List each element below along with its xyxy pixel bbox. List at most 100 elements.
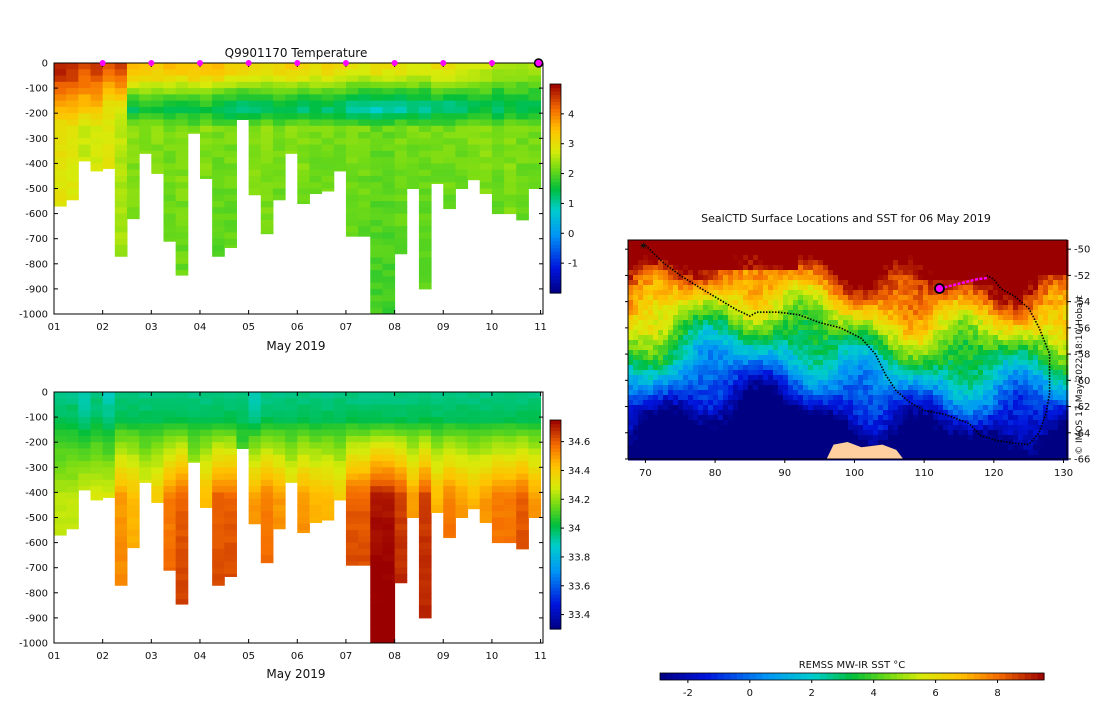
section-cell xyxy=(395,423,408,430)
sst-cell xyxy=(893,315,899,321)
sst-cell xyxy=(738,435,744,441)
section-cell xyxy=(151,448,164,455)
temperature-colorbar-swatch xyxy=(550,265,561,269)
sst-cell xyxy=(663,365,669,371)
section-cell xyxy=(443,474,456,481)
section-cell xyxy=(346,220,359,227)
sst-cell xyxy=(858,430,864,436)
sst-cell xyxy=(933,250,939,256)
sst-cell xyxy=(933,340,939,346)
sst-cell xyxy=(753,385,759,391)
section-cell xyxy=(139,442,152,449)
sst-cell xyxy=(818,305,824,311)
section-cell xyxy=(188,417,201,424)
section-cell xyxy=(273,101,286,108)
sst-cell xyxy=(888,265,894,271)
sst-cell xyxy=(733,375,739,381)
sst-cell xyxy=(843,365,849,371)
sst-cell xyxy=(713,405,719,411)
section-cell xyxy=(358,430,371,437)
section-cell xyxy=(261,220,274,227)
section-cell xyxy=(516,170,529,177)
sst-cell xyxy=(638,320,644,326)
sst-cell xyxy=(918,290,924,296)
sst-cell xyxy=(688,290,694,296)
sst-cell xyxy=(893,440,899,446)
sst-cell xyxy=(713,370,719,376)
section-cell xyxy=(176,530,189,537)
section-cell xyxy=(212,442,225,449)
sst-cell xyxy=(903,295,909,301)
sst-cell xyxy=(908,400,914,406)
sst-cell xyxy=(723,305,729,311)
section-cell xyxy=(431,163,444,170)
sst-cell xyxy=(733,345,739,351)
section-cell xyxy=(419,195,432,202)
section-cell xyxy=(78,157,91,161)
section-cell xyxy=(200,176,213,179)
sst-cell xyxy=(933,400,939,406)
section-cell xyxy=(54,499,67,506)
sst-cell xyxy=(928,425,934,431)
section-cell xyxy=(200,392,213,399)
section-cell xyxy=(224,461,237,468)
section-cell xyxy=(370,119,383,126)
sst-cell xyxy=(873,415,879,421)
sst-cell xyxy=(928,340,934,346)
section-cell xyxy=(455,474,468,481)
sst-cell xyxy=(638,370,644,376)
section-cell xyxy=(309,411,322,418)
sst-cell xyxy=(723,370,729,376)
sst-cell xyxy=(753,430,759,436)
section-cell xyxy=(382,536,395,543)
sst-cell xyxy=(803,375,809,381)
sst-cell xyxy=(848,245,854,251)
sst-cell xyxy=(678,325,684,331)
section-cell xyxy=(431,511,444,513)
section-cell xyxy=(322,398,335,405)
section-cell xyxy=(297,201,310,204)
section-cell xyxy=(249,486,262,493)
sst-cell xyxy=(738,375,744,381)
section-cell xyxy=(115,511,128,518)
sst-cell xyxy=(633,330,639,336)
sst-cell xyxy=(733,405,739,411)
sst-cell xyxy=(833,260,839,266)
section-cell xyxy=(176,467,189,474)
sst-cell xyxy=(763,255,769,261)
section-cell xyxy=(261,201,274,208)
sst-cell xyxy=(683,270,689,276)
section-cell xyxy=(103,88,116,95)
sst-cell xyxy=(688,340,694,346)
sst-cell xyxy=(898,260,904,266)
sst-cell xyxy=(873,295,879,301)
section-cell xyxy=(127,151,140,158)
section-cell xyxy=(200,474,213,481)
salinity-colorbar-swatch xyxy=(550,462,561,466)
sst-cell xyxy=(813,400,819,406)
section-cell xyxy=(516,405,529,412)
section-cell xyxy=(212,543,225,550)
section-cell xyxy=(419,467,432,474)
section-cell xyxy=(297,138,310,145)
sst-cell xyxy=(678,310,684,316)
section-cell xyxy=(480,511,493,518)
section-cell xyxy=(163,232,176,239)
section-cell xyxy=(346,430,359,437)
section-cell xyxy=(176,398,189,405)
sst-cell xyxy=(633,345,639,351)
sst-cell xyxy=(703,415,709,421)
section-cell xyxy=(176,270,189,276)
section-cell xyxy=(163,201,176,208)
sst-cell xyxy=(693,310,699,316)
section-cell xyxy=(468,145,481,152)
sst-cell xyxy=(693,325,699,331)
section-cell xyxy=(395,214,408,221)
sst-cell xyxy=(793,455,799,461)
section-cell xyxy=(309,82,322,89)
sst-cell xyxy=(868,365,874,371)
section-cell xyxy=(455,455,468,462)
sst-cell xyxy=(868,390,874,396)
section-cell xyxy=(322,405,335,412)
sst-cell xyxy=(773,420,779,426)
